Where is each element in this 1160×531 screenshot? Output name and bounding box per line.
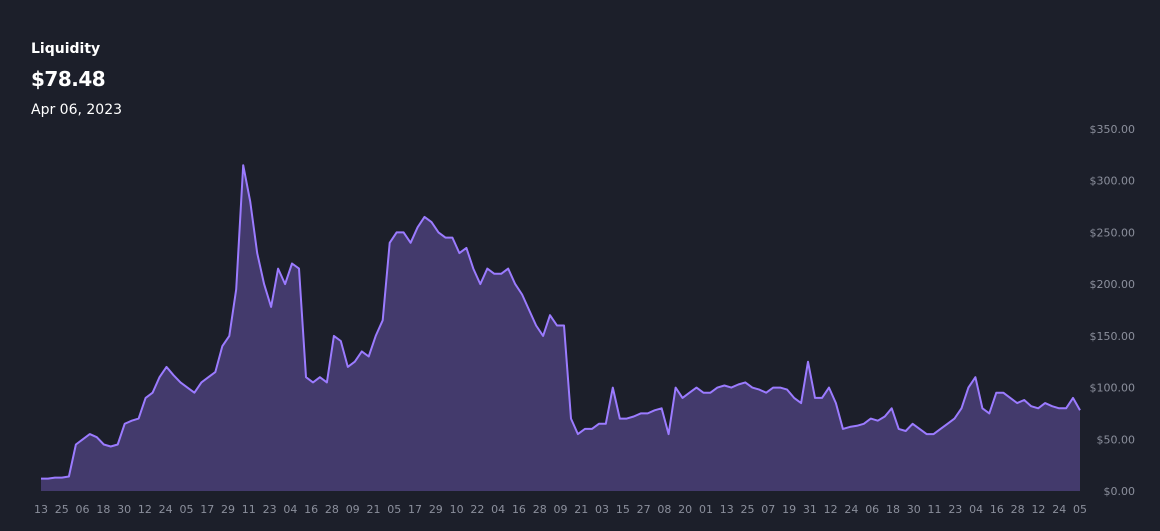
chart-title: Liquidity [31,41,101,57]
x-tick-label: 04 [283,503,297,516]
x-tick-label: 24 [1052,503,1066,516]
x-tick-label: 11 [242,503,256,516]
x-tick-label: 20 [678,503,692,516]
x-tick-label: 09 [554,503,568,516]
x-tick-label: 10 [450,503,464,516]
x-tick-label: 03 [595,503,609,516]
x-tick-label: 17 [200,503,214,516]
x-tick-label: 17 [408,503,422,516]
y-tick-label: $200.00 [1090,278,1136,291]
x-tick-label: 27 [637,503,651,516]
y-tick-label: $100.00 [1090,382,1136,395]
x-tick-label: 05 [179,503,193,516]
x-tick-label: 31 [803,503,817,516]
x-tick-label: 29 [429,503,443,516]
chart-header: Liquidity $78.48 Apr 06, 2023 [31,40,122,119]
x-tick-label: 04 [969,503,983,516]
y-axis: $0.00 $50.00 $100.00 $150.00 $200.00 $250.00 $… [1090,123,1136,498]
x-tick-label: 01 [699,503,713,516]
x-tick-label: 23 [263,503,277,516]
x-tick-label: 19 [782,503,796,516]
x-tick-label: 24 [844,503,858,516]
x-tick-label: 25 [741,503,755,516]
x-tick-label: 28 [533,503,547,516]
x-tick-label: 21 [574,503,588,516]
x-tick-label: 06 [76,503,90,516]
x-tick-label: 12 [824,503,838,516]
y-tick-label: $350.00 [1090,123,1136,136]
x-tick-label: 12 [138,503,152,516]
y-tick-label: $50.00 [1097,433,1136,446]
x-tick-label: 25 [55,503,69,516]
series-area [41,165,1080,491]
x-tick-label: 30 [907,503,921,516]
x-tick-label: 09 [346,503,360,516]
x-tick-label: 05 [387,503,401,516]
x-tick-label: 24 [159,503,173,516]
x-tick-label: 04 [491,503,505,516]
x-tick-label: 16 [512,503,526,516]
series-line [41,164,1081,480]
y-tick-label: $0.00 [1104,485,1136,498]
x-tick-label: 23 [948,503,962,516]
current-value: $78.48 [31,67,106,91]
x-tick-label: 18 [96,503,110,516]
x-tick-label: 16 [304,503,318,516]
x-tick-label: 28 [1011,503,1025,516]
x-tick-label: 15 [616,503,630,516]
x-tick-label: 21 [366,503,380,516]
x-axis: 13 25 06 18 30 12 24 05 17 29 11 23 04 16 28 09 21 05 17 29… [34,503,1087,516]
x-tick-label: 22 [470,503,484,516]
plot-area[interactable] [41,164,1081,491]
x-tick-label: 12 [1031,503,1045,516]
x-tick-label: 08 [657,503,671,516]
x-tick-label: 30 [117,503,131,516]
x-tick-label: 07 [761,503,775,516]
x-tick-label: 28 [325,503,339,516]
x-tick-label: 05 [1073,503,1087,516]
x-tick-label: 13 [720,503,734,516]
x-tick-label: 16 [990,503,1004,516]
x-tick-label: 13 [34,503,48,516]
y-tick-label: $150.00 [1090,330,1136,343]
current-date: Apr 06, 2023 [31,102,123,118]
x-tick-label: 18 [886,503,900,516]
y-tick-label: $300.00 [1090,175,1136,188]
x-tick-label: 29 [221,503,235,516]
x-tick-label: 06 [865,503,879,516]
x-tick-label: 11 [928,503,942,516]
y-tick-label: $250.00 [1090,226,1136,239]
